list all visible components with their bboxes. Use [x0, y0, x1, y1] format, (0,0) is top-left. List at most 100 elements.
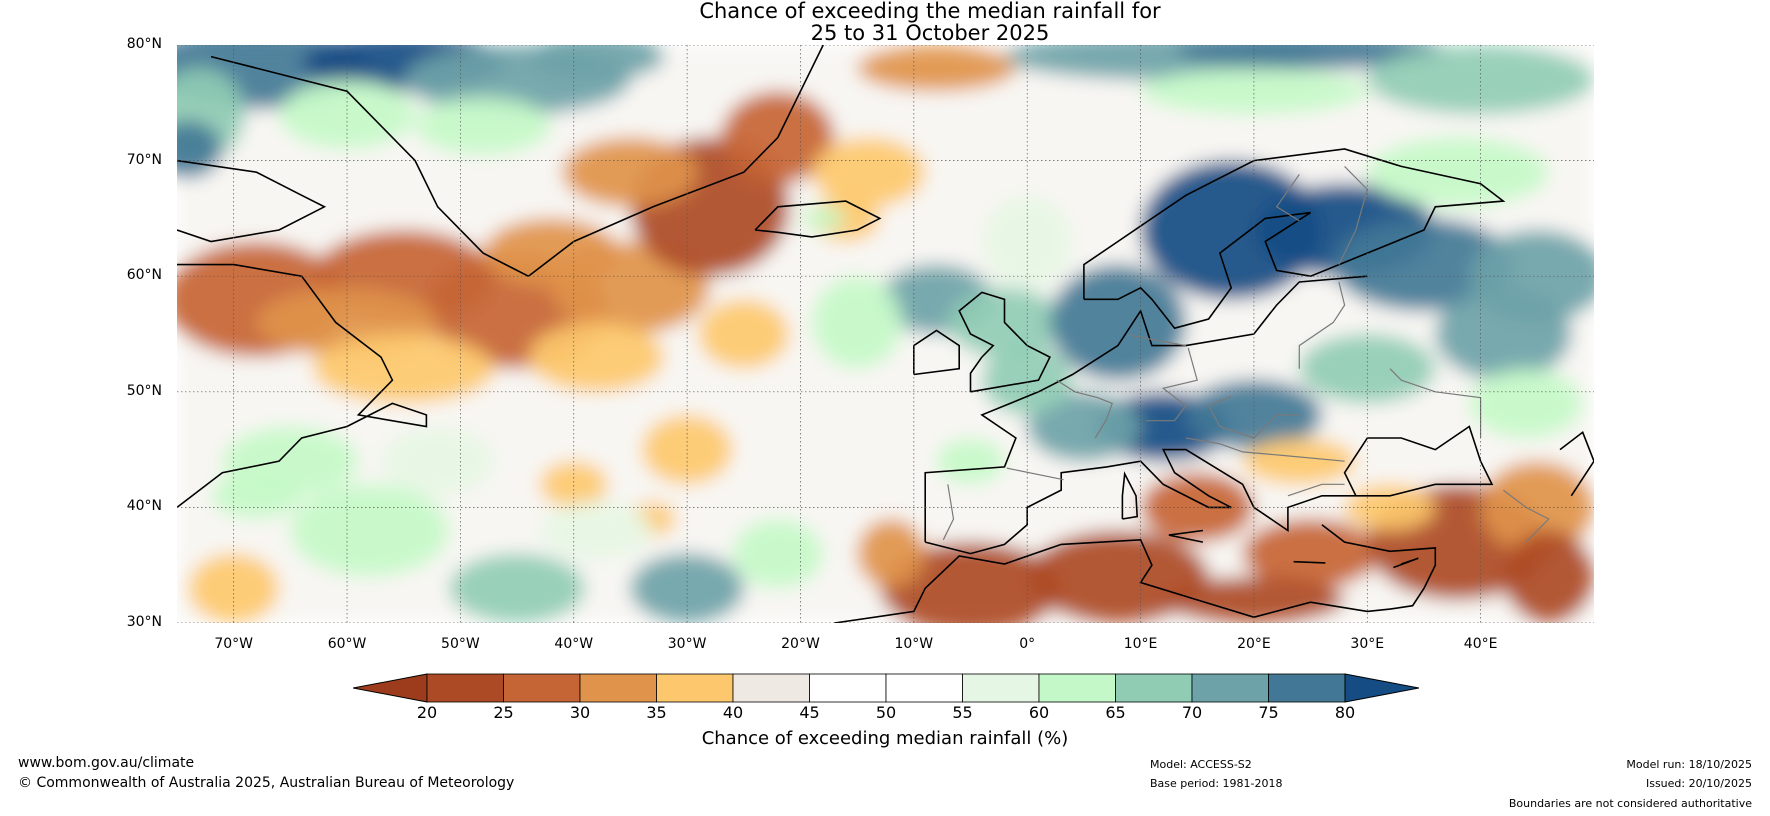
chart-title-line-1: Chance of exceeding the median rainfall … — [699, 0, 1161, 23]
colorbar-tick-label: 35 — [646, 703, 667, 722]
probability-patch — [936, 438, 1005, 485]
probability-patch — [1333, 218, 1515, 311]
colorbar-bin — [885, 673, 963, 703]
colorbar-tick-label: 20 — [416, 703, 438, 722]
longitude-label: 40°E — [1463, 636, 1498, 652]
colorbar-tick-label: 65 — [1105, 703, 1126, 722]
probability-patch — [1503, 530, 1594, 623]
coastline-segment — [1253, 524, 1437, 618]
colorbar-tick-label: 75 — [1258, 703, 1279, 722]
probability-patch — [1367, 45, 1594, 115]
colorbar-bin — [426, 673, 504, 703]
probability-patch — [188, 553, 279, 623]
border-segment — [1275, 174, 1300, 222]
footer-website: www.bom.gov.au/climate — [18, 755, 195, 771]
probability-patch — [290, 484, 450, 577]
longitude-label: 70°W — [214, 636, 253, 652]
colorbar-tick-label: 80 — [1334, 703, 1356, 722]
coastline-segment — [210, 55, 529, 277]
coastline-segment — [177, 159, 327, 243]
rainfall-map-svg — [177, 45, 1594, 623]
latitude-label: 80°N — [126, 36, 162, 52]
colorbar-label: Chance of exceeding median rainfall (%) — [701, 728, 1069, 749]
longitude-label: 20°W — [781, 636, 820, 652]
latitude-label: 70°N — [126, 151, 162, 168]
colorbar-bin — [1115, 673, 1193, 703]
coastline-segment — [754, 200, 882, 238]
probability-patch — [483, 218, 620, 288]
probability-patch — [879, 542, 1062, 623]
colorbar-under-triangle — [353, 673, 428, 703]
footer-disclaimer: Boundaries are not considered authoritat… — [1508, 797, 1752, 810]
probability-patch — [981, 345, 1073, 415]
probability-patch — [857, 45, 1016, 92]
probability-patch — [1185, 380, 1322, 450]
probability-patch — [539, 501, 654, 560]
colorbar — [353, 673, 1419, 703]
longitude-label: 0° — [1019, 636, 1036, 652]
border-segment — [1389, 368, 1482, 438]
probability-patch — [811, 137, 926, 207]
longitude-label: 60°W — [327, 636, 367, 652]
colorbar-bin — [1268, 673, 1346, 703]
probability-patch — [1027, 391, 1141, 462]
coastline-segment — [1121, 471, 1139, 520]
longitude-label: 20°E — [1237, 636, 1271, 652]
colorbar-over-triangle — [1344, 673, 1419, 703]
colorbar-tick-label: 70 — [1181, 703, 1203, 722]
latitude-label: 50°N — [126, 382, 162, 399]
probability-patch — [811, 276, 903, 369]
probability-patch — [1367, 137, 1549, 207]
probability-patch — [1174, 45, 1447, 70]
colorbar-bin — [1191, 673, 1269, 703]
probability-patch — [313, 334, 495, 404]
probability-patch — [562, 137, 699, 207]
colorbar-bin — [962, 673, 1040, 703]
coastline-segment — [1293, 560, 1326, 564]
probability-patch — [528, 322, 665, 392]
border-segment — [1056, 379, 1113, 439]
coastline-segment — [834, 538, 1255, 623]
colorbar-tick-label: 45 — [799, 703, 820, 722]
probability-patch — [1049, 264, 1186, 381]
colorbar-tick-label: 55 — [952, 703, 973, 722]
colorbar-bin — [656, 673, 734, 703]
probability-patch — [1242, 438, 1357, 485]
footer-copyright: © Commonwealth of Australia 2025, Austra… — [18, 775, 515, 791]
coastline-segment — [1559, 431, 1594, 497]
colorbar-tick-label: 60 — [1028, 703, 1050, 722]
coastline-segment — [924, 275, 1368, 543]
probability-patch — [857, 518, 926, 589]
coastline-segment — [958, 291, 1051, 393]
colorbar-bin — [809, 673, 887, 703]
longitude-label: 10°E — [1123, 636, 1158, 652]
probability-patch — [528, 45, 665, 80]
rainfall-map — [177, 45, 1594, 623]
footer-model-run: Model run: 18/10/2025 — [1626, 758, 1752, 771]
probability-patch — [1435, 287, 1572, 381]
probability-patch — [1163, 576, 1345, 623]
probability-patch — [800, 206, 846, 230]
border-segment — [942, 484, 955, 541]
probability-patch — [539, 461, 608, 508]
longitude-label: 30°E — [1350, 636, 1385, 652]
footer-base-period: Base period: 1981-2018 — [1150, 777, 1283, 790]
latitude-label: 30°N — [126, 614, 162, 630]
colorbar-bin — [1038, 673, 1116, 703]
latitude-label: 60°N — [126, 267, 162, 284]
longitude-label: 30°W — [667, 636, 707, 652]
colorbar-bin — [503, 673, 581, 703]
border-segment — [1298, 281, 1346, 369]
probability-patch — [1299, 334, 1436, 404]
colorbar-tick-label: 25 — [493, 703, 514, 722]
colorbar-tick-label: 50 — [875, 703, 897, 722]
longitude-label: 40°W — [554, 636, 594, 652]
probability-patch — [415, 97, 552, 155]
coastline-segment — [925, 425, 1494, 555]
border-segment — [1129, 334, 1187, 347]
border-segment — [1338, 165, 1368, 265]
colorbar-tick-label: 30 — [569, 703, 591, 722]
colorbar-tick-label: 40 — [722, 703, 744, 722]
probability-patch — [177, 120, 223, 178]
probability-patch — [1242, 518, 1379, 589]
